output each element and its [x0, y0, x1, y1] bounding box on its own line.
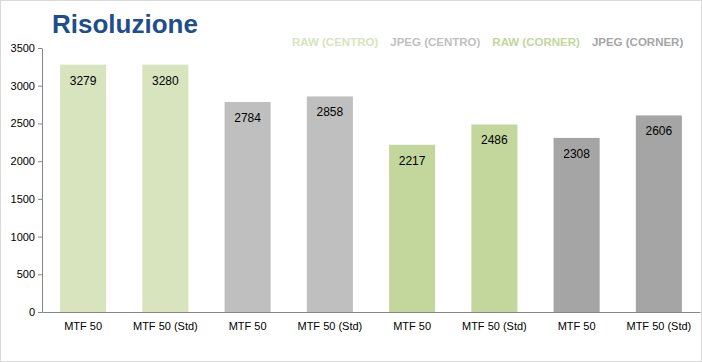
bar [225, 102, 271, 312]
bar [389, 145, 435, 312]
data-label: 2217 [399, 154, 426, 168]
y-tick-mark [38, 161, 42, 162]
x-tick-label: MTF 50 [229, 320, 267, 332]
y-tick-mark [38, 274, 42, 275]
y-axis-line [42, 49, 43, 313]
data-label: 2858 [317, 105, 344, 119]
chart-frame [1, 1, 702, 362]
bar [554, 138, 600, 312]
y-tick: 0 [29, 306, 42, 318]
x-tick-label: MTF 50 [393, 320, 431, 332]
legend-entry: JPEG (CENTRO) [390, 36, 480, 48]
x-tick: MTF 50 (Std) [133, 320, 198, 332]
x-axis: MTF 50 MTF 50 (Std) MTF 50 MTF 50 (Std) MTF … [43, 313, 701, 332]
data-label: 3279 [70, 74, 97, 88]
data-labels: 3279 3280 2784 2858 2217 2486 2308 2606 [70, 74, 673, 168]
y-tick-label: 2500 [11, 117, 35, 129]
y-tick-mark [38, 237, 42, 238]
data-label: 2784 [234, 111, 261, 125]
x-tick: MTF 50 [64, 320, 102, 332]
bar [307, 96, 353, 312]
plot: 3279 3280 2784 2858 2217 2486 2308 2606 0 500 1000… [11, 42, 701, 332]
x-tick-label: MTF 50 [558, 320, 596, 332]
bars [60, 65, 682, 312]
y-tick-mark [38, 123, 42, 124]
legend-entry: RAW (CORNER) [492, 36, 580, 48]
legend: RAW (CENTRO) JPEG (CENTRO) RAW (CORNER) JPE… [292, 36, 683, 48]
data-label: 3280 [152, 74, 179, 88]
data-label: 2308 [563, 147, 590, 161]
y-tick: 3500 [11, 42, 42, 54]
x-tick: MTF 50 [558, 320, 596, 332]
x-tick: MTF 50 (Std) [462, 320, 527, 332]
y-tick-mark [38, 199, 42, 200]
x-axis-line [43, 312, 701, 313]
x-tick: MTF 50 (Std) [626, 320, 691, 332]
x-tick-label: MTF 50 (Std) [297, 320, 362, 332]
y-tick-label: 500 [17, 268, 35, 280]
x-tick-label: MTF 50 [64, 320, 102, 332]
bar [142, 65, 188, 312]
y-axis: 0 500 1000 1500 2000 2500 3000 3500 [11, 42, 43, 318]
y-tick-label: 1500 [11, 193, 35, 205]
data-label: 2606 [646, 124, 673, 138]
bar [636, 115, 682, 312]
x-tick: MTF 50 (Std) [297, 320, 362, 332]
y-tick: 1500 [11, 193, 42, 205]
y-tick-mark [38, 86, 42, 87]
y-tick-mark [38, 48, 42, 49]
y-tick-mark [38, 312, 42, 313]
bar [471, 124, 517, 312]
title: Risoluzione [52, 9, 198, 39]
y-tick: 2000 [11, 155, 42, 167]
x-tick-label: MTF 50 (Std) [626, 320, 691, 332]
data-label: 2486 [481, 133, 508, 147]
legend-entry: RAW (CENTRO) [292, 36, 378, 48]
y-tick: 1000 [11, 231, 42, 243]
y-tick: 500 [17, 268, 42, 280]
y-tick-label: 3000 [11, 80, 35, 92]
bar [60, 65, 106, 312]
x-tick-label: MTF 50 (Std) [133, 320, 198, 332]
legend-entry: JPEG (CORNER) [592, 36, 684, 48]
y-tick-label: 1000 [11, 231, 35, 243]
y-tick-label: 0 [29, 306, 35, 318]
x-tick-label: MTF 50 (Std) [462, 320, 527, 332]
x-tick: MTF 50 [229, 320, 267, 332]
y-tick: 3000 [11, 80, 42, 92]
y-tick: 2500 [11, 117, 42, 129]
y-tick-label: 3500 [11, 42, 35, 54]
y-tick-label: 2000 [11, 155, 35, 167]
x-tick: MTF 50 [393, 320, 431, 332]
chart: Risoluzione 3279 3280 2784 2858 2217 2486 2308 2… [0, 0, 702, 362]
